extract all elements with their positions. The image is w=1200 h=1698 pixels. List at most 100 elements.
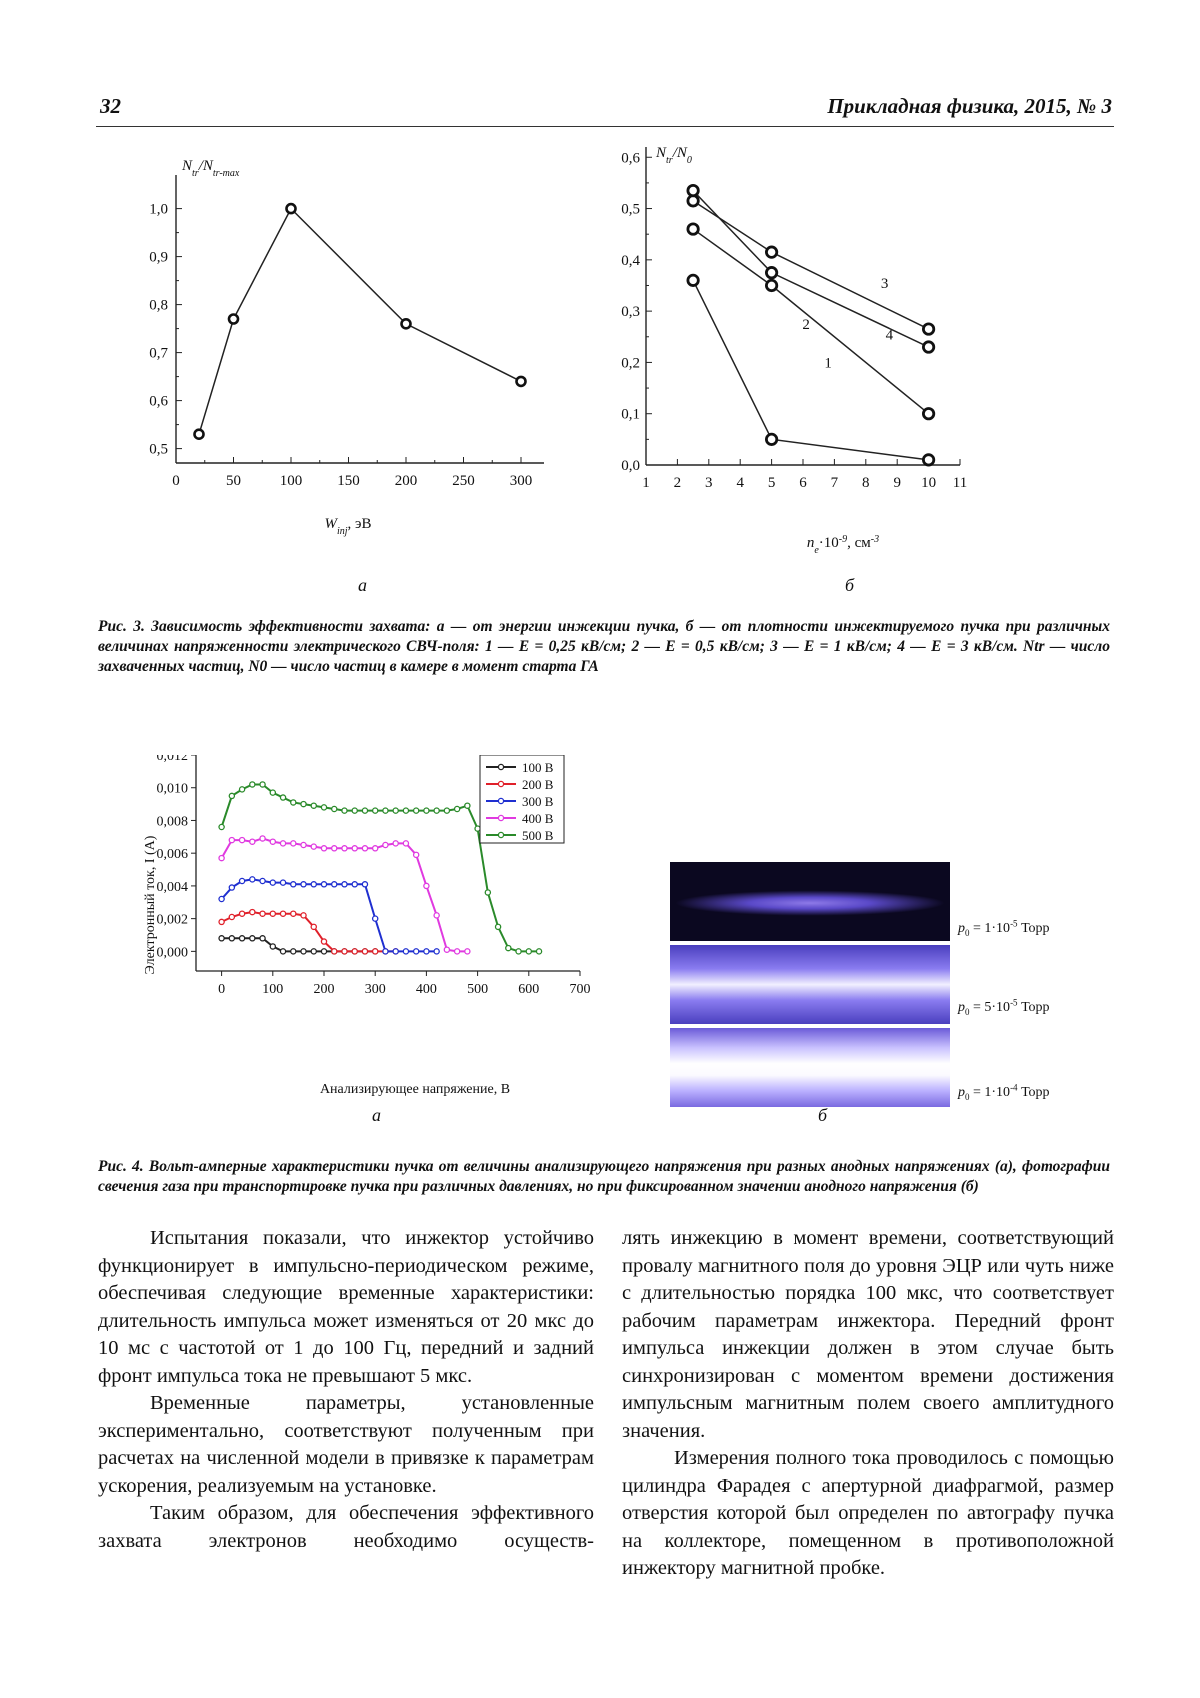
legend-marker [497, 780, 505, 788]
data-point [525, 948, 533, 955]
figure-3a-chart: Ntr/Ntr-max Winj, эВ 0,5 0,6 0,7 0,8 0,9 1,0 0… [149, 158, 544, 537]
data-point [392, 840, 399, 847]
data-point [279, 794, 287, 801]
figure-4b-label: б [818, 1105, 828, 1125]
data-point [238, 786, 246, 793]
data-point [238, 910, 246, 917]
data-point [392, 807, 399, 814]
data-point [269, 943, 277, 950]
body-paragraph: Испытания показали, что инжектор устойчи… [98, 1227, 594, 1387]
data-point [402, 948, 410, 955]
journal-title: Прикладная физика, 2015, № 3 [827, 94, 1112, 118]
page-number: 32 [100, 94, 121, 118]
data-point [371, 948, 379, 955]
series-line-4 [692, 190, 929, 348]
data-point [341, 807, 348, 814]
data-point [330, 881, 338, 888]
data-point [259, 877, 266, 885]
x-tick-label: 500 [467, 982, 488, 997]
x-tick-label: 700 [570, 982, 591, 997]
x-tick-label: 2 [674, 475, 682, 491]
y-tick-label: 0,004 [157, 880, 189, 895]
y-tick-label: 0,7 [149, 346, 168, 362]
data-point [218, 918, 225, 926]
data-point [412, 807, 420, 814]
data-point [443, 946, 451, 953]
curve-label-2: 2 [802, 317, 810, 333]
y-tick-label: 1,0 [149, 202, 168, 218]
data-point [310, 881, 318, 888]
data-point [371, 807, 379, 814]
data-point [443, 807, 451, 814]
data-point [330, 845, 338, 852]
x-tick-label: 50 [226, 473, 241, 489]
data-point [228, 935, 236, 942]
data-point [423, 948, 430, 955]
data-point [400, 318, 412, 330]
figure-3b-label: б [845, 575, 855, 595]
data-point [259, 910, 266, 917]
data-line [198, 207, 522, 435]
data-point [412, 948, 420, 955]
data-point [453, 948, 461, 955]
data-point [361, 845, 369, 852]
data-point [320, 845, 328, 852]
data-point [423, 807, 430, 814]
data-point [921, 322, 936, 336]
data-point [686, 183, 700, 198]
data-point [371, 845, 379, 852]
y-tick-label: 0,000 [157, 945, 189, 960]
data-point [249, 908, 256, 916]
gas-glow-photo-3 [670, 1028, 950, 1107]
data-point [228, 836, 236, 844]
data-point [238, 877, 246, 885]
data-point [249, 838, 256, 845]
data-point [474, 825, 481, 832]
figure-3-caption: Рис. 3. Зависимость эффективности захват… [98, 618, 1110, 675]
data-point [382, 948, 389, 955]
y-tick-label: 0,012 [157, 755, 189, 764]
x-tick-label: 300 [510, 473, 533, 489]
x-tick-label: 8 [862, 475, 870, 491]
data-point [300, 881, 307, 888]
data-point [269, 910, 277, 917]
data-point [382, 841, 389, 849]
data-point [228, 792, 236, 800]
data-point [279, 840, 287, 847]
x-tick-label: 6 [799, 475, 807, 491]
x-tick-label: 11 [953, 475, 967, 491]
x-tick-label: 250 [452, 473, 475, 489]
data-point [351, 948, 358, 955]
y-tick-label: 0,008 [157, 814, 189, 829]
data-point [392, 948, 399, 955]
x-tick-label: 1 [642, 475, 650, 491]
data-point [330, 948, 338, 955]
data-point [300, 800, 307, 808]
data-point [310, 802, 318, 809]
data-point [921, 407, 936, 421]
series-line [220, 837, 468, 953]
legend-label: 100 В [522, 760, 554, 775]
series-line [220, 878, 437, 953]
data-point [320, 948, 328, 955]
x-tick-label: 10 [921, 475, 936, 491]
figure-4-caption: Рис. 4. Вольт-амперные характеристики пу… [98, 1158, 1110, 1195]
x-tick-label: 0 [218, 982, 225, 997]
x-tick-label: 600 [518, 982, 539, 997]
body-paragraph: лять инжекцию в момент времени, соответс… [622, 1227, 1114, 1442]
y-tick-label: 0,2 [621, 355, 640, 371]
data-point [330, 805, 338, 813]
data-point [259, 835, 266, 842]
legend-box [479, 755, 565, 844]
y-axis-label: Электронный ток, I (A) [143, 835, 158, 974]
data-point [765, 278, 779, 293]
body-paragraph: Измерения полного тока проводилось с пом… [622, 1447, 1114, 1579]
data-point [320, 881, 328, 888]
data-point [279, 879, 287, 886]
data-point [361, 948, 369, 955]
legend-label: 500 В [522, 828, 554, 843]
gas-glow-photo-1 [670, 862, 950, 941]
series-line [221, 911, 396, 953]
data-point [464, 948, 471, 955]
data-point [269, 789, 277, 796]
